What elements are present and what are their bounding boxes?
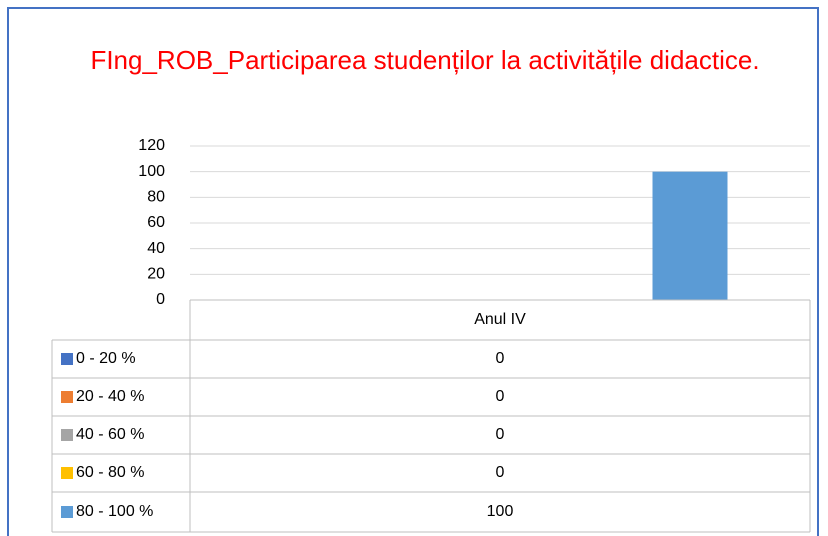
x-tick-label: Anul IV (474, 311, 526, 328)
y-tick-label: 40 (147, 240, 165, 257)
legend-swatch (61, 353, 73, 365)
legend-label: 80 - 100 % (76, 503, 153, 520)
legend-label: 40 - 60 % (76, 426, 144, 443)
y-tick-label: 60 (147, 214, 165, 231)
y-tick-label: 120 (138, 137, 165, 154)
table-value: 0 (496, 464, 505, 481)
chart-frame (7, 7, 819, 536)
table-value: 0 (496, 426, 505, 443)
legend-swatch (61, 391, 73, 403)
y-tick-label: 80 (147, 189, 165, 206)
table-value: 0 (496, 388, 505, 405)
legend-swatch (61, 429, 73, 441)
table-value: 100 (487, 503, 514, 520)
legend-swatch (61, 467, 73, 479)
bar (652, 171, 728, 300)
legend-label: 20 - 40 % (76, 388, 144, 405)
chart-title: FIng_ROB_Participarea studenților la act… (90, 45, 760, 75)
legend-label: 0 - 20 % (76, 350, 136, 367)
y-tick-label: 100 (138, 163, 165, 180)
y-tick-label: 20 (147, 266, 165, 283)
legend-swatch (61, 506, 73, 518)
y-tick-label: 0 (156, 291, 165, 308)
table-value: 0 (496, 350, 505, 367)
legend-label: 60 - 80 % (76, 464, 144, 481)
